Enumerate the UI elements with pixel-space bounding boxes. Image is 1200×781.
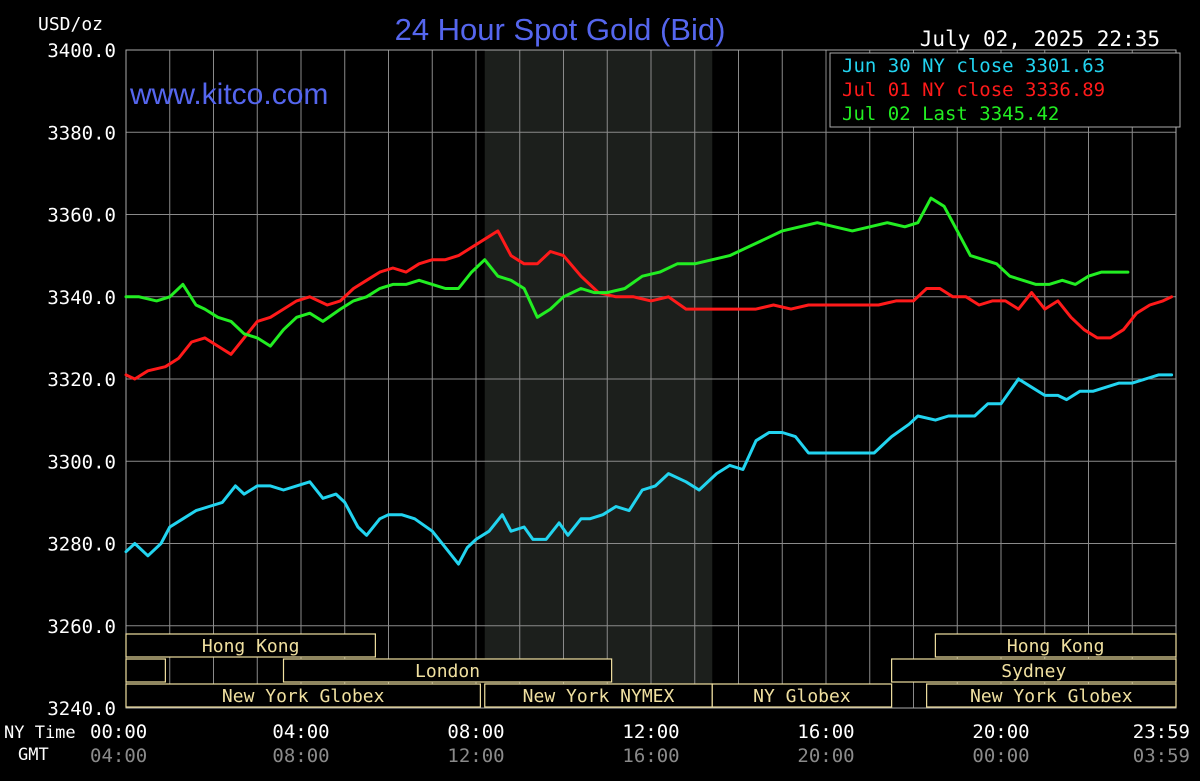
x-tick-label-gmt: 20:00 [797, 745, 854, 767]
gmt-row-label: GMT [18, 745, 49, 765]
session-box [125, 683, 481, 708]
x-tick-label-gmt: 03:59 [1133, 745, 1190, 767]
x-tick-label-gmt: 08:00 [272, 745, 329, 767]
x-tick-label-ny: 04:00 [272, 721, 329, 743]
x-tick-label-ny: 12:00 [622, 721, 679, 743]
price-series [124, 196, 1174, 566]
y-tick-label: 3360.0 [47, 205, 116, 227]
session-label: London [415, 661, 480, 682]
y-tick-label: 3380.0 [47, 122, 116, 144]
session-label: NY Globex [753, 686, 851, 707]
series-line-jun30 [124, 373, 1174, 566]
y-tick-label: 3280.0 [47, 534, 116, 556]
legend: Jun 30 NY close 3301.63 Jul 01 NY close … [829, 52, 1181, 128]
chart-title: 24 Hour Spot Gold (Bid) [395, 12, 726, 47]
y-tick-label: 3400.0 [47, 40, 116, 62]
session-label: Hong Kong [202, 636, 300, 657]
session-box [891, 658, 1177, 683]
y-axis-unit-label: USD/oz [38, 14, 103, 35]
legend-entry-jul02: Jul 02 Last 3345.42 [842, 103, 1059, 125]
session-box [934, 633, 1177, 658]
y-tick-label: 3300.0 [47, 451, 116, 473]
legend-box [829, 52, 1181, 128]
y-tick-label: 3320.0 [47, 369, 116, 391]
session-label: New York NYMEX [523, 686, 675, 707]
session-label: New York Globex [970, 686, 1133, 707]
x-tick-label-gmt: 00:00 [972, 745, 1029, 767]
session-box [711, 683, 893, 708]
x-tick-label-gmt: 12:00 [447, 745, 504, 767]
x-tick-label-gmt: 04:00 [90, 745, 147, 767]
x-tick-label-ny: 20:00 [972, 721, 1029, 743]
plot-frame [125, 49, 1177, 709]
x-tick-label-ny: 00:00 [90, 721, 147, 743]
ny-time-row-label: NY Time [4, 723, 76, 743]
x-tick-label-gmt: 16:00 [622, 745, 679, 767]
grid-lines [126, 50, 1176, 708]
session-box [125, 633, 376, 658]
series-line-jul01 [124, 229, 1174, 381]
session-label: Hong Kong [1007, 636, 1105, 657]
trading-sessions: Hong Kong Hong Kong London Sydney New York G… [125, 633, 1177, 708]
y-tick-label: 3240.0 [47, 698, 116, 720]
series-line-jul02 [124, 196, 1130, 348]
session-box [125, 658, 166, 683]
y-tick-label: 3260.0 [47, 616, 116, 638]
x-tick-label-ny: 08:00 [447, 721, 504, 743]
timestamp: July 02, 2025 22:35 [920, 27, 1160, 51]
y-tick-label: 3340.0 [47, 287, 116, 309]
session-label: New York Globex [222, 686, 385, 707]
legend-entry-jul01: Jul 01 NY close 3336.89 [842, 79, 1105, 101]
legend-entry-jun30: Jun 30 NY close 3301.63 [842, 55, 1105, 77]
watermark-url: www.kitco.com [129, 78, 328, 111]
y-axis-ticks: 3400.0 3380.0 3360.0 3340.0 3320.0 3300.0 3280… [47, 40, 116, 720]
x-tick-label-ny: 23:59 [1133, 721, 1190, 743]
session-box [282, 658, 613, 683]
session-box [926, 683, 1177, 708]
session-label: Sydney [1001, 661, 1066, 682]
x-tick-label-ny: 16:00 [797, 721, 854, 743]
x-axis-ticks: 00:00 04:00 08:00 12:00 16:00 20:00 23:5904:00… [90, 721, 1190, 767]
